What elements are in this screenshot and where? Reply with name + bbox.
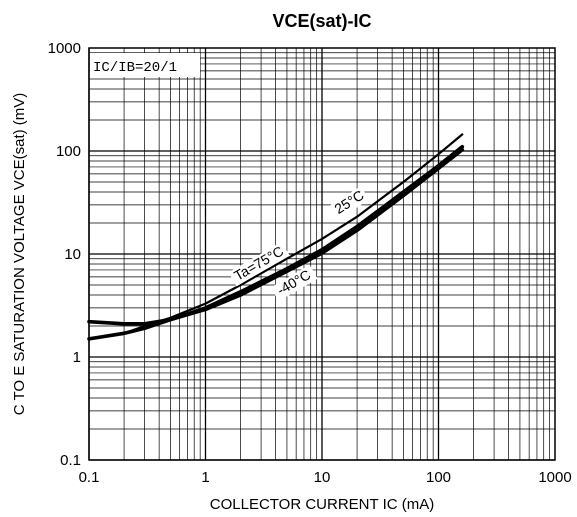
x-tick-label: 0.1 xyxy=(79,469,100,486)
chart-title: VCE(sat)-IC xyxy=(272,11,371,31)
y-tick-label: 100 xyxy=(56,143,81,160)
plot-frame xyxy=(88,47,556,461)
condition-label: IC/IB=20/1 xyxy=(93,60,177,76)
x-tick-label: 100 xyxy=(426,469,451,486)
series-line-2 xyxy=(87,147,465,341)
x-axis-label: COLLECTOR CURRENT IC (mA) xyxy=(210,496,434,513)
annotation-bg xyxy=(329,186,370,220)
y-tick-label: 1 xyxy=(73,349,81,366)
annotation-bg xyxy=(270,264,318,302)
series-line-1 xyxy=(87,133,464,340)
series-annotation-group: 25°C xyxy=(329,186,370,220)
annotation-bg xyxy=(228,241,290,287)
curves xyxy=(87,133,465,341)
series-line-0 xyxy=(87,144,465,326)
x-tick-label: 1000 xyxy=(538,469,571,486)
x-tick-label: 10 xyxy=(314,469,331,486)
x-tick-label: 1 xyxy=(201,469,209,486)
y-tick-label: 10 xyxy=(64,246,81,263)
y-tick-label: 0.1 xyxy=(60,452,81,469)
tick-labels: 0.1 1 10 100 1000 0.1 1 10 100 1000 xyxy=(48,40,572,486)
y-tick-label: 1000 xyxy=(48,40,81,57)
condition-box xyxy=(90,53,200,77)
y-axis-label: C TO E SATURATION VOLTAGE VCE(sat) (mV) xyxy=(11,93,28,416)
annotations: Ta=75°C25°C-40°C xyxy=(228,186,370,302)
